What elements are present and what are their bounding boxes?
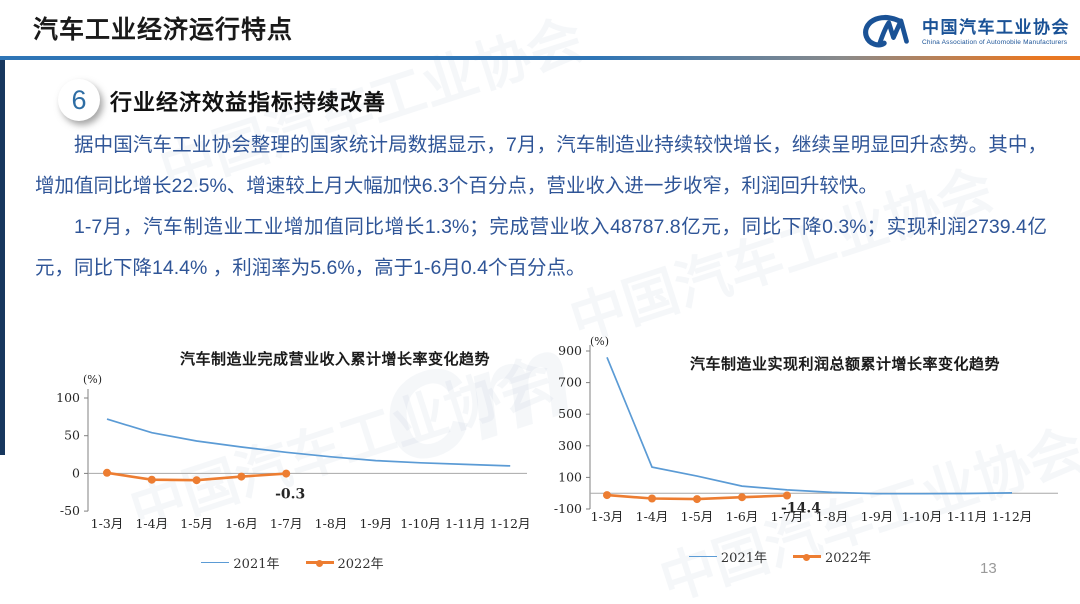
chart-canvas: (%)100 50 0 -50 1-3月 1-4月 1-5月 1-6月 1-7月 1-8月 1-9月… (56, 373, 531, 531)
chart-profit-growth: 汽车制造业实现利润总额累计增长率变化趋势 (%) 900 700 500 300 100 -… (554, 335, 1075, 572)
x-tick-label: 1-10月 (902, 509, 943, 524)
legend-marker-dot (803, 554, 810, 561)
section-number-badge: 6 (58, 79, 100, 121)
data-point (783, 491, 791, 500)
legend-item: 2022年 (793, 547, 871, 566)
data-point (738, 493, 746, 502)
legend-item: 2021年 (688, 547, 767, 566)
legend-item: 2021年 (201, 553, 280, 572)
header-divider (0, 56, 1080, 60)
y-tick-label: -100 (554, 501, 582, 516)
x-tick-label: 1-3月 (91, 516, 124, 531)
paragraph-2: 1-7月，汽车制造业工业增加值同比增长1.3%；完成营业收入48787.8亿元，… (35, 216, 1047, 279)
y-axis-unit: (%) (83, 373, 102, 386)
y-tick-label: 100 (56, 390, 80, 405)
legend-label: 2022年 (825, 551, 872, 566)
body-text: 据中国汽车工业协会整理的国家统计局数据显示，7月，汽车制造业持续较快增长，继续呈… (35, 125, 1047, 289)
y-tick-label: 500 (558, 406, 582, 421)
chart-title: 汽车制造业完成营业收入累计增长率变化趋势 (179, 351, 490, 368)
legend-line-swatch (305, 560, 334, 567)
left-accent-bar (0, 60, 5, 455)
y-tick-label: 300 (558, 438, 582, 453)
x-tick-label: 1-9月 (861, 509, 894, 524)
x-tick-label: 1-12月 (992, 509, 1033, 524)
x-tick-label: 1-10月 (400, 516, 441, 531)
data-point (237, 472, 246, 481)
x-tick-label: 1-11月 (445, 516, 486, 531)
chart-legend: 2021年 2022年 (555, 547, 1005, 566)
data-point (648, 494, 656, 503)
x-tick-label: 1-3月 (591, 509, 624, 524)
data-point (603, 491, 611, 500)
x-tick-label: 1-12月 (490, 516, 531, 531)
series-2021年 (106, 418, 511, 467)
x-tick-label: 1-8月 (816, 509, 849, 524)
logo-name-zh: 中国汽车工业协会 (922, 17, 1070, 37)
x-tick-label: 1-5月 (681, 509, 714, 524)
legend-line-swatch (688, 556, 717, 557)
chart-legend: 2021年 2022年 (40, 553, 545, 572)
y-axis-unit: (%) (590, 335, 609, 348)
annotation-label: -0.3 (275, 487, 305, 503)
logo-name-en: China Association of Automobile Manufact… (922, 38, 1068, 46)
section-heading: 行业经济效益指标持续改善 (110, 90, 387, 115)
org-logo: 中国汽车工业协会 China Association of Automobile… (858, 12, 1070, 52)
chart-revenue-growth: 汽车制造业完成营业收入累计增长率变化趋势 (%) 100 50 0 -50 1-3月 1-4… (40, 340, 545, 572)
legend-item: 2022年 (305, 553, 384, 572)
legend-label: 2021年 (233, 557, 280, 572)
annotation-label: -14.4 (781, 500, 821, 516)
data-point (103, 468, 111, 477)
chart-canvas: (%) 900 700 500 300 100 -100 1-3月 1-4月 1-5月 1-6月 1-… (554, 335, 1058, 524)
x-tick-label: 1-8月 (315, 516, 348, 531)
legend-label: 2021年 (720, 551, 767, 566)
x-tick-label: 1-4月 (636, 509, 669, 524)
cam-logo-icon (863, 14, 909, 48)
y-tick-label: 700 (558, 375, 582, 390)
legend-marker-dot (315, 560, 323, 567)
page-title: 汽车工业经济运行特点 (33, 16, 294, 44)
legend-line-swatch (793, 554, 821, 561)
chart-title: 汽车制造业实现利润总额累计增长率变化趋势 (689, 356, 1000, 373)
legend-label: 2022年 (337, 557, 384, 572)
data-point (693, 495, 701, 504)
x-tick-label: 1-7月 (771, 509, 804, 524)
x-tick-label: 1-9月 (359, 516, 392, 531)
data-point (192, 476, 201, 485)
x-tick-label: 1-4月 (135, 516, 168, 531)
y-tick-label: 0 (72, 465, 80, 480)
x-tick-label: 1-6月 (726, 509, 759, 524)
legend-line-swatch (201, 562, 230, 563)
y-tick-label: -50 (60, 503, 80, 518)
x-tick-label: 1-5月 (180, 516, 213, 531)
series-2021年 (606, 356, 1013, 495)
x-tick-label: 1-6月 (225, 516, 258, 531)
y-tick-label: 50 (64, 428, 80, 443)
y-tick-label: 900 (558, 343, 582, 358)
data-point (147, 475, 156, 484)
y-tick-label: 100 (558, 469, 582, 484)
x-tick-label: 1-7月 (270, 516, 303, 531)
paragraph-1: 据中国汽车工业协会整理的国家统计局数据显示，7月，汽车制造业持续较快增长，继续呈… (35, 134, 1047, 197)
section-number: 6 (71, 84, 87, 115)
data-point (282, 469, 291, 478)
x-tick-label: 1-11月 (947, 509, 988, 524)
page-number: 13 (980, 560, 997, 577)
